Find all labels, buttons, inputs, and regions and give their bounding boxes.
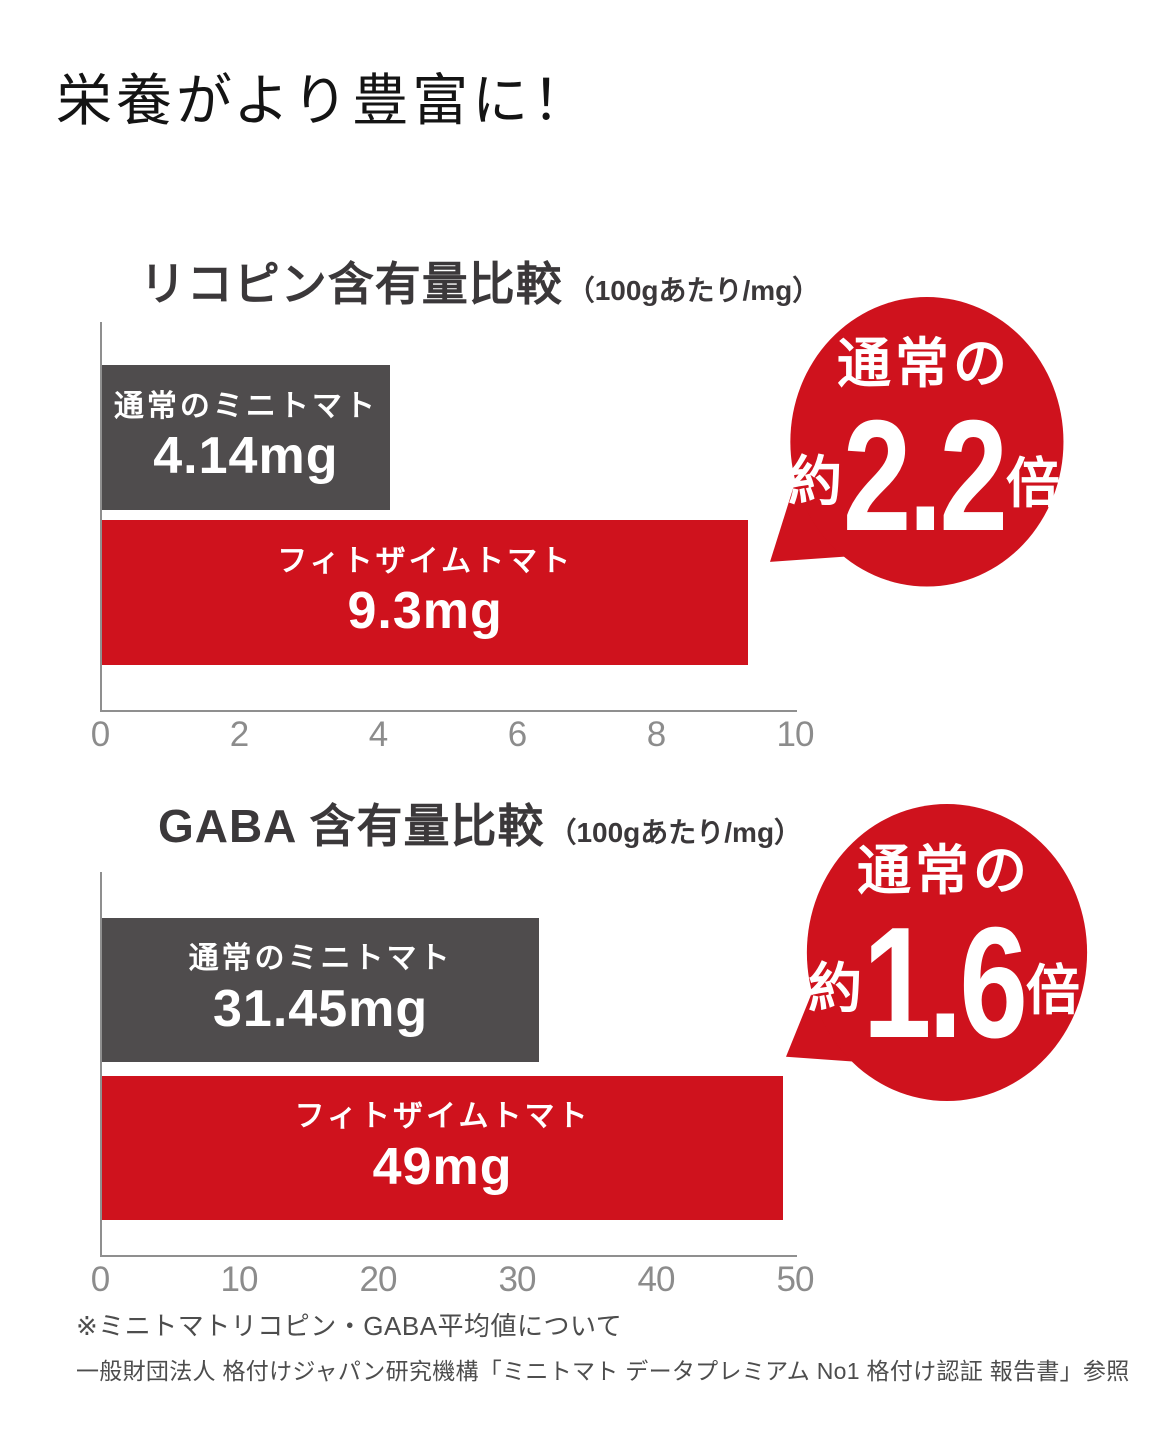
gaba-multiplier-badge: 通常の 約 1.6 倍 — [786, 804, 1102, 1120]
gaba-chart-title: GABA 含有量比較 — [157, 800, 545, 852]
lycopene-bar-normal-tomato: 通常のミニトマト 4.14mg — [102, 365, 390, 510]
badge-prefix: 通常の — [837, 334, 1011, 394]
bar-value-label: 9.3mg — [347, 582, 503, 641]
gaba-chart-header: GABA 含有量比較 （100gあたり/mg） — [100, 790, 860, 856]
gaba-plot-area: 通常のミニトマト 31.45mg フィトザイムトマト 49mg — [100, 872, 797, 1257]
badge-bubble-circle — [806, 804, 1088, 1102]
badge-multiplier: 約 2.2 倍 — [770, 397, 1078, 555]
badge-number: 2.2 — [843, 388, 1008, 564]
bar-value-label: 31.45mg — [213, 979, 429, 1038]
badge-number: 1.6 — [863, 895, 1028, 1071]
x-tick: 6 — [507, 715, 527, 754]
bar-category-label: フィトザイムトマト — [294, 1100, 591, 1134]
lycopene-plot-area: 通常のミニトマト 4.14mg フィトザイムトマト 9.3mg — [100, 322, 797, 712]
footnote: ※ミニトマトリコピン・GABA平均値について 一般財団法人 格付けジャパン研究機… — [76, 1306, 1130, 1386]
x-tick: 8 — [646, 715, 666, 754]
footnote-line-1: ※ミニトマトリコピン・GABA平均値について — [76, 1311, 623, 1341]
lycopene-chart-header: リコピン含有量比較 （100gあたり/mg） — [100, 248, 860, 314]
lycopene-multiplier-badge: 通常の 約 2.2 倍 — [770, 297, 1078, 605]
gaba-bar-normal-tomato: 通常のミニトマト 31.45mg — [102, 918, 540, 1062]
badge-approx: 約 — [788, 452, 843, 512]
gaba-x-axis-ticks: 0 10 20 30 40 50 — [91, 1260, 815, 1303]
lycopene-chart-unit: （100gあたり/mg） — [566, 275, 821, 306]
x-tick: 10 — [776, 715, 815, 754]
badge-text: 通常の 約 2.2 倍 — [770, 297, 1078, 605]
x-tick: 4 — [368, 715, 388, 754]
bar-category-label: フィトザイムトマト — [277, 544, 574, 578]
badge-bubble — [786, 804, 1088, 1102]
badge-bubble — [770, 297, 1064, 587]
badge-times-suffix: 倍 — [1025, 961, 1080, 1021]
bar-category-label: 通常のミニトマト — [113, 389, 378, 423]
x-tick: 2 — [229, 715, 249, 754]
x-tick: 50 — [776, 1260, 815, 1299]
lycopene-chart-title: リコピン含有量比較 — [139, 258, 563, 310]
x-tick: 30 — [498, 1260, 537, 1299]
x-tick: 10 — [220, 1260, 259, 1299]
footnote-line-2: 一般財団法人 格付けジャパン研究機構「ミニトマト データプレミアム No1 格付… — [76, 1358, 1130, 1384]
badge-multiplier: 約 1.6 倍 — [786, 904, 1102, 1062]
badge-text: 通常の 約 1.6 倍 — [786, 804, 1102, 1120]
lycopene-x-axis-ticks: 0 2 4 6 8 10 — [91, 715, 815, 758]
x-tick: 40 — [637, 1260, 676, 1299]
gaba-chart-unit: （100gあたり/mg） — [548, 817, 803, 848]
x-tick: 0 — [90, 1260, 110, 1299]
badge-approx: 約 — [808, 959, 863, 1019]
gaba-bar-phytozyme-tomato: フィトザイムトマト 49mg — [102, 1076, 784, 1220]
badge-times-suffix: 倍 — [1005, 454, 1060, 514]
badge-bubble-circle — [790, 297, 1064, 587]
lycopene-bar-phytozyme-tomato: フィトザイムトマト 9.3mg — [102, 520, 749, 665]
badge-prefix: 通常の — [857, 841, 1031, 901]
bar-category-label: 通常のミニトマト — [188, 942, 453, 976]
x-tick: 20 — [359, 1260, 398, 1299]
bar-value-label: 4.14mg — [153, 427, 339, 486]
bar-value-label: 49mg — [372, 1137, 513, 1196]
page-title: 栄養がより豊富に！ — [56, 71, 593, 133]
x-tick: 0 — [90, 715, 110, 754]
